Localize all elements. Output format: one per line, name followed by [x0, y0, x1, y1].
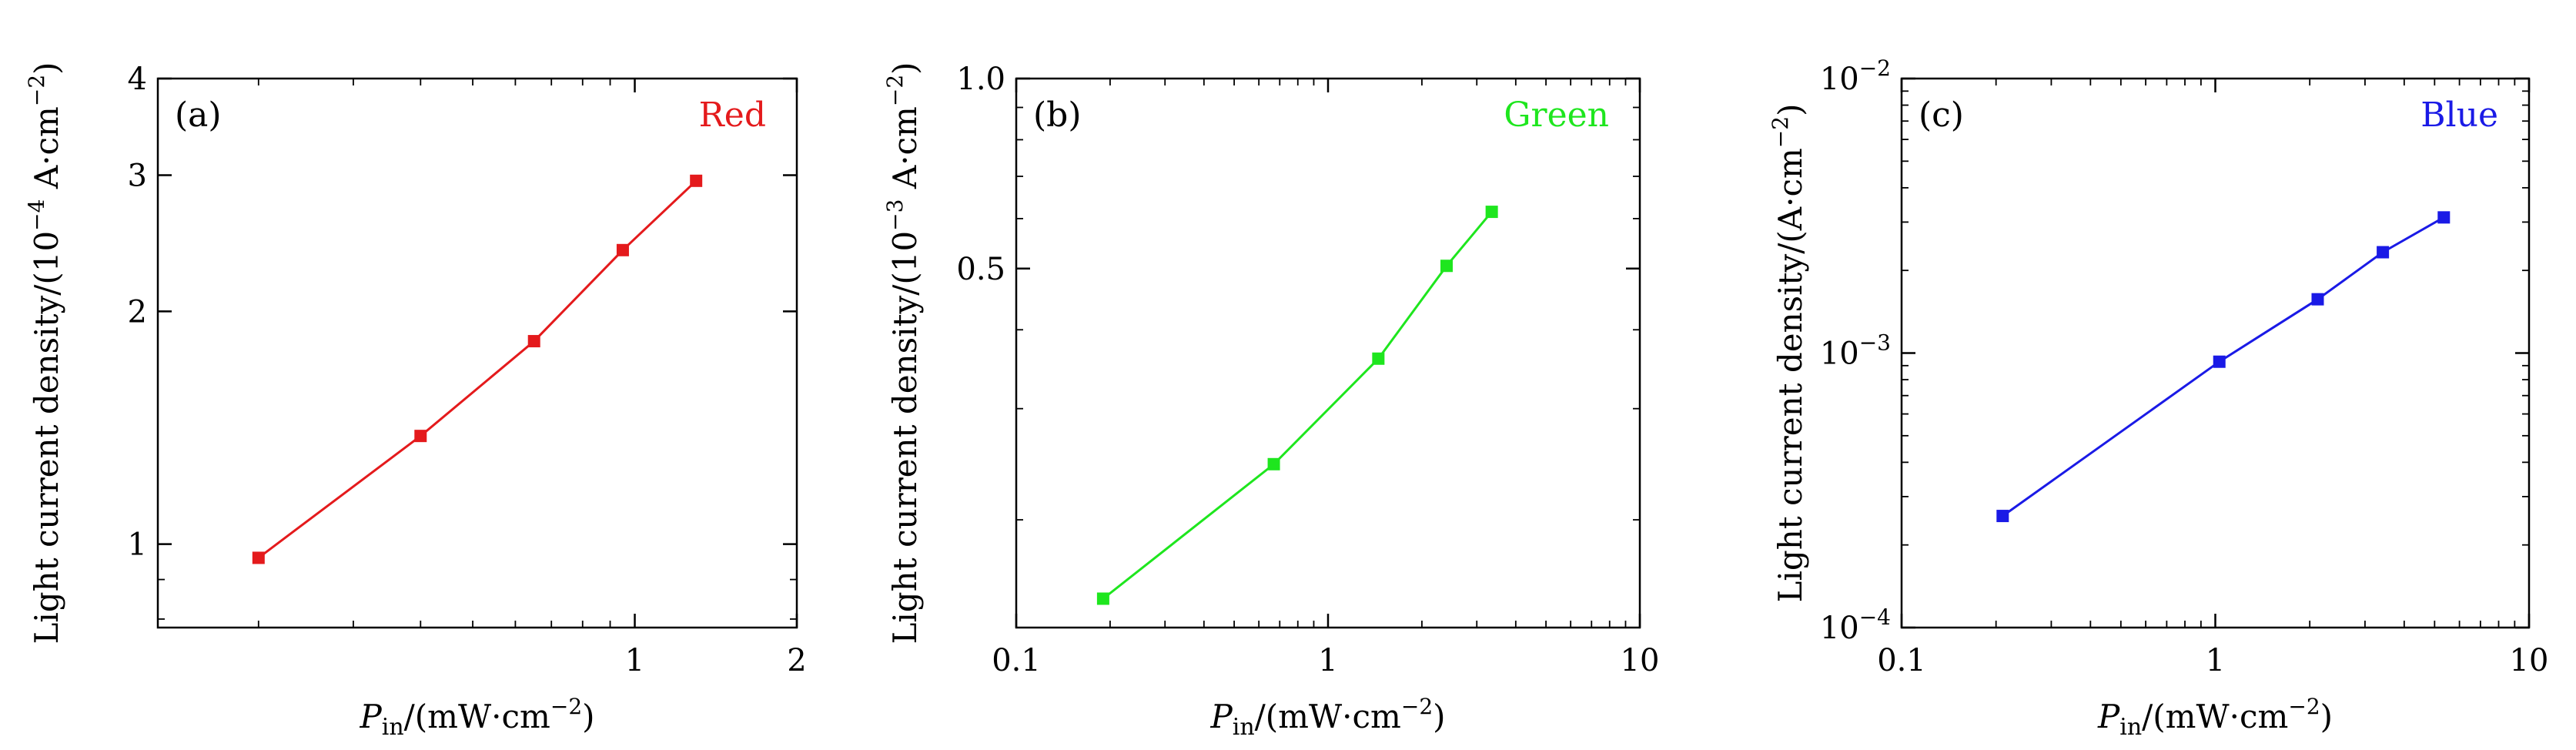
panel-label: (b): [1033, 95, 1082, 135]
data-point: [252, 551, 265, 564]
panel-label: (c): [1919, 95, 1964, 135]
x-tick-label: 2: [787, 643, 806, 678]
panel-label: (a): [175, 95, 222, 135]
data-point: [414, 430, 427, 443]
x-axis-subscript: in: [1233, 714, 1255, 741]
series-line: [1102, 211, 1493, 600]
series-label: Green: [1504, 95, 1609, 135]
x-axis-unit-exponent: −2: [1401, 694, 1433, 719]
y-axis-unit-exponent: −2: [24, 75, 49, 106]
x-axis-symbol: P: [359, 698, 382, 735]
y-tick-label: 4: [128, 62, 147, 97]
x-axis-label: Pin/(mW·cm−2): [1209, 694, 1445, 741]
x-tick-label: 10: [1621, 643, 1660, 678]
data-point: [527, 335, 540, 348]
y-axis-close: ): [886, 62, 924, 74]
data-point: [2437, 211, 2451, 224]
x-axis-unit: /(mW·cm: [2142, 698, 2288, 735]
x-axis-subscript: in: [2119, 714, 2142, 741]
y-tick-label: 1: [128, 527, 147, 563]
y-tick-label: 0.5: [956, 252, 1005, 287]
y-tick-base: 10: [1820, 611, 1859, 646]
x-axis-unit: /(mW·cm: [1255, 698, 1401, 735]
data-point: [616, 243, 629, 256]
x-tick-label: 1: [1318, 643, 1337, 678]
y-tick-label: 1.0: [956, 62, 1005, 97]
x-axis-unit-close: ): [582, 698, 594, 735]
x-axis-unit-exponent: −2: [2288, 694, 2320, 719]
data-point: [1267, 457, 1280, 470]
x-tick-label: 0.1: [1877, 643, 1926, 678]
plot-frame: [156, 77, 798, 629]
x-tick-label: 10: [2510, 643, 2549, 678]
y-axis-close: ): [1771, 104, 1809, 116]
x-axis-symbol: P: [1209, 698, 1233, 735]
x-axis-unit-close: ): [1433, 698, 1445, 735]
x-axis-symbol: P: [2097, 698, 2120, 735]
x-axis-label: Pin/(mW·cm−2): [2097, 694, 2333, 741]
y-tick-exponent: −4: [1859, 604, 1891, 630]
y-axis-label: Light current density/(10−4 A·cm−2): [24, 62, 65, 644]
data-point: [2377, 246, 2390, 259]
y-tick-exponent: −3: [1859, 330, 1891, 356]
y-axis-text: Light current density/(10: [28, 231, 65, 645]
x-tick-label: 1: [2206, 643, 2225, 678]
data-point: [2311, 293, 2324, 306]
series-label: Red: [699, 95, 766, 135]
y-axis-unit-exponent: −2: [882, 75, 908, 106]
y-tick-label: 3: [128, 158, 147, 193]
y-axis-exponent: −4: [24, 199, 49, 231]
y-axis-unit: A·cm: [28, 106, 65, 199]
x-axis-subscript: in: [382, 714, 404, 741]
plot-frame: [1015, 77, 1641, 629]
y-axis-text: Light current density/(A·cm: [1771, 148, 1809, 602]
y-axis-label: Light current density/(A·cm−2): [1768, 104, 1809, 603]
data-point: [690, 174, 703, 187]
x-axis-unit-close: ): [2320, 698, 2333, 735]
data-point: [1996, 510, 2009, 523]
data-point: [2213, 355, 2226, 368]
series-label: Blue: [2420, 95, 2498, 135]
x-axis-label: Pin/(mW·cm−2): [359, 694, 594, 741]
x-axis-unit: /(mW·cm: [404, 698, 550, 735]
y-axis-unit-exponent: −2: [1768, 116, 1793, 148]
y-tick-label: 10−4: [1820, 604, 1891, 646]
y-axis-unit: A·cm: [886, 106, 924, 199]
x-tick-label: 0.1: [992, 643, 1041, 678]
y-tick-exponent: −2: [1859, 55, 1891, 81]
y-tick-base: 10: [1820, 336, 1859, 372]
series-line: [257, 179, 698, 559]
y-tick-label: 10−3: [1820, 330, 1891, 372]
y-axis-close: ): [28, 62, 65, 74]
y-axis-text: Light current density/(10: [886, 231, 924, 645]
chart-panel-3: 0.1 1 1010−410−310−2Blue(c)Pin/(mW·cm−2)Li…: [1768, 55, 2548, 741]
data-point: [1485, 206, 1498, 219]
x-tick-label: 1: [625, 643, 644, 678]
y-tick-label: 2: [128, 294, 147, 330]
plot-frame: [1900, 77, 2531, 629]
x-axis-unit-exponent: −2: [550, 694, 582, 719]
y-axis-exponent: −3: [882, 199, 908, 231]
data-point: [1440, 259, 1453, 273]
y-tick-base: 10: [1820, 62, 1859, 97]
data-point: [1096, 592, 1109, 605]
y-tick-label: 10−2: [1820, 55, 1891, 97]
data-point: [1372, 352, 1385, 365]
y-axis-label: Light current density/(10−3 A·cm−2): [882, 62, 924, 644]
